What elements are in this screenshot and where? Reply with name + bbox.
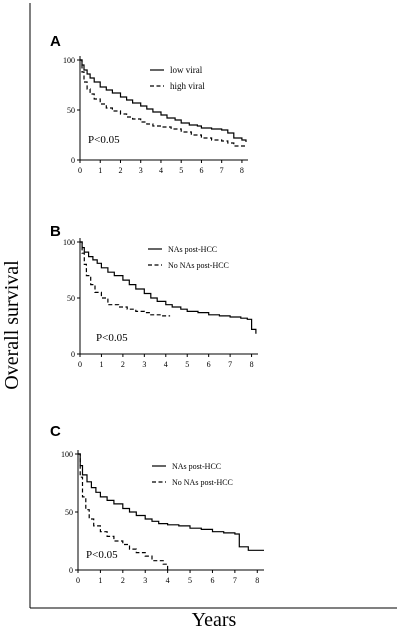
- x-tick-label: 8: [240, 166, 244, 175]
- x-tick-label: 7: [228, 360, 232, 369]
- y-tick-label: 50: [67, 106, 75, 115]
- legend-label: NAs post-HCC: [172, 462, 221, 471]
- x-tick-label: 0: [78, 166, 82, 175]
- series-line-dashed: [80, 241, 171, 317]
- x-tick-label: 3: [139, 166, 143, 175]
- panel-letter: B: [50, 223, 61, 240]
- x-tick-label: 1: [98, 166, 102, 175]
- x-tick-label: 1: [98, 576, 102, 585]
- panel-letter: A: [50, 33, 61, 50]
- x-tick-label: 3: [143, 576, 147, 585]
- x-tick-label: 4: [164, 360, 168, 369]
- x-tick-label: 8: [255, 576, 259, 585]
- x-tick-label: 8: [250, 360, 254, 369]
- y-tick-label: 100: [63, 238, 75, 247]
- x-tick-label: 5: [185, 360, 189, 369]
- y-tick-label: 0: [71, 156, 75, 165]
- p-value-annotation: P<0.05: [96, 332, 128, 344]
- figure-xlabel: Years: [192, 609, 237, 628]
- series-line-solid: [78, 453, 264, 551]
- y-tick-label: 0: [69, 566, 73, 575]
- legend-label: NAs post-HCC: [168, 245, 217, 254]
- x-tick-label: 6: [207, 360, 211, 369]
- x-tick-label: 1: [99, 360, 103, 369]
- series-line-solid: [80, 59, 247, 142]
- x-tick-label: 5: [179, 166, 183, 175]
- x-tick-label: 5: [188, 576, 192, 585]
- series-line-dashed: [80, 59, 246, 147]
- y-tick-label: 50: [67, 294, 75, 303]
- x-tick-label: 2: [121, 576, 125, 585]
- x-tick-label: 2: [121, 360, 125, 369]
- x-tick-label: 0: [78, 360, 82, 369]
- x-tick-label: 7: [220, 166, 224, 175]
- legend-label: No NAs post-HCC: [168, 261, 229, 270]
- p-value-annotation: P<0.05: [88, 134, 120, 146]
- figure-ylabel: Overall survival: [1, 260, 23, 390]
- panel-a: A 0 1 2 3 4 5 6 7 8 0 50 100 low viral high viral P<0.0…: [50, 33, 248, 175]
- p-value-annotation: P<0.05: [86, 549, 118, 561]
- panel-c: C 0 1 2 3 4 5 6 7 8 0 50 100 NAs post-HCC No NAs post-…: [50, 423, 264, 585]
- legend-label: low viral: [170, 65, 203, 75]
- x-tick-label: 7: [233, 576, 237, 585]
- y-tick-label: 100: [61, 450, 73, 459]
- x-tick-label: 3: [142, 360, 146, 369]
- x-tick-label: 4: [166, 576, 170, 585]
- legend-label: No NAs post-HCC: [172, 478, 233, 487]
- x-tick-label: 6: [199, 166, 203, 175]
- x-tick-label: 2: [118, 166, 122, 175]
- series-line-solid: [80, 241, 257, 334]
- panel-b: B 0 1 2 3 4 5 6 7 8 0 50 100 NAs post-HCC No NAs post-…: [50, 223, 258, 369]
- x-tick-label: 4: [159, 166, 163, 175]
- y-tick-label: 100: [63, 56, 75, 65]
- y-tick-label: 0: [71, 350, 75, 359]
- series-line-dashed: [78, 453, 169, 570]
- legend-label: high viral: [170, 81, 205, 91]
- x-tick-label: 6: [210, 576, 214, 585]
- x-tick-label: 0: [76, 576, 80, 585]
- panel-letter: C: [50, 423, 61, 440]
- y-tick-label: 50: [65, 508, 73, 517]
